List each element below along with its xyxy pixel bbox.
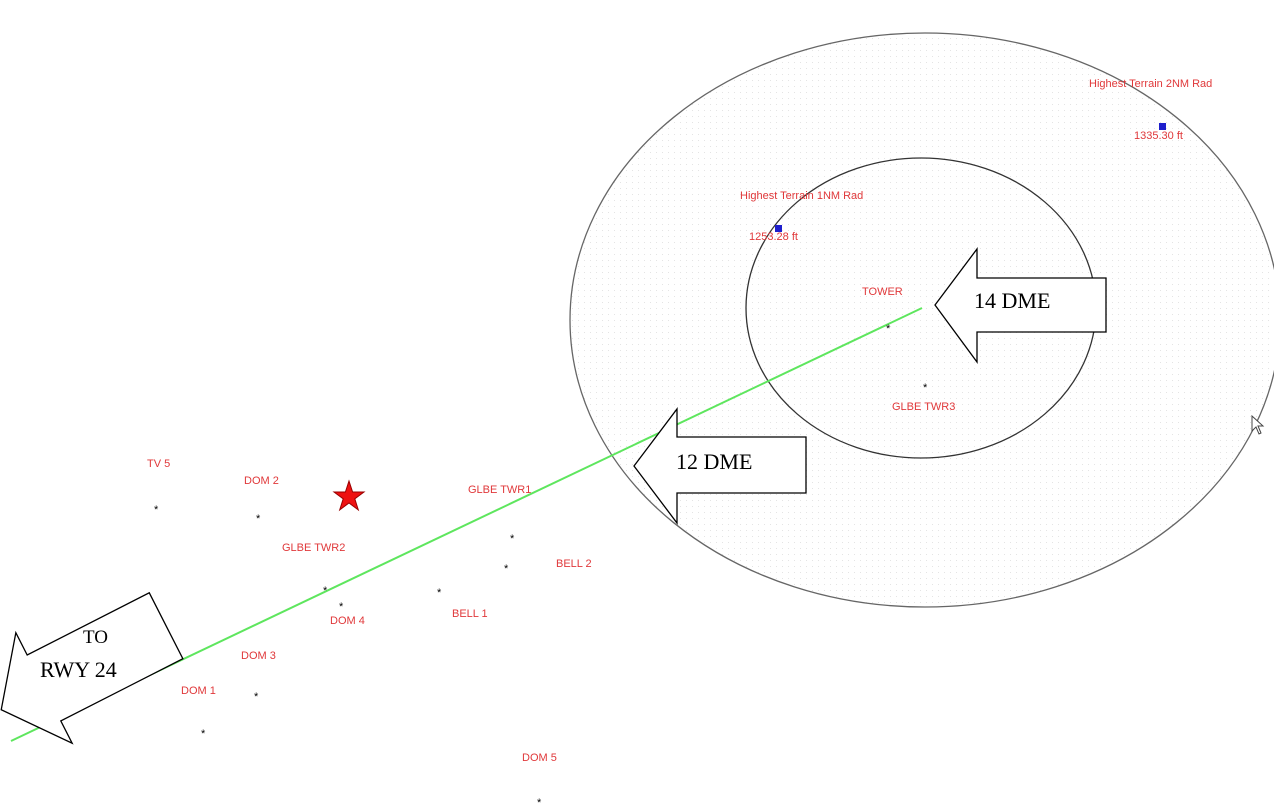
asterisk-obstacle-icon: *: [201, 728, 206, 740]
left-arrow-shape: [633, 407, 807, 525]
obstacle-tower: TOWER *: [862, 286, 903, 335]
square-terrain-icon: [1159, 123, 1166, 130]
obstacle-glbe-twr1: GLBE TWR1 *: [468, 484, 531, 545]
obstacle-label: TV 5: [147, 458, 170, 470]
dme12-callout: 12 DME: [633, 407, 807, 525]
asterisk-obstacle-icon: *: [504, 563, 509, 575]
obstacle-dom1: DOM 1 *: [181, 685, 216, 740]
obstacle-label: GLBE TWR3: [892, 401, 955, 413]
obstacle-glbe-twr2: GLBE TWR2 *: [282, 542, 345, 597]
square-terrain-icon: [775, 225, 782, 232]
obstacle-label: BELL 2: [556, 558, 592, 570]
asterisk-obstacle-icon: *: [510, 533, 515, 545]
obstacle-label: GLBE TWR1: [468, 484, 531, 496]
runway-callout-line1: TO: [83, 627, 108, 648]
left-arrow-shape: [934, 247, 1107, 364]
left-arrow-shape: [0, 591, 184, 745]
dme14-label: 14 DME: [974, 288, 1050, 313]
mouse-pointer-icon: [1251, 414, 1265, 435]
dme12-label: 12 DME: [676, 449, 752, 474]
obstacle-glbe-twr3: GLBE TWR3 *: [892, 382, 955, 413]
obstacle-dom5: DOM 5 *: [522, 752, 557, 809]
runway-callout-line2: RWY 24: [40, 657, 117, 682]
obstacle-label: BELL 1: [452, 608, 488, 620]
obstacle-tv5: TV 5 *: [147, 458, 170, 516]
terrain-outer: Highest Terrain 2NM Rad 1335.30 ft: [1089, 78, 1212, 142]
asterisk-obstacle-icon: *: [886, 323, 891, 335]
dme14-callout: 14 DME: [934, 247, 1107, 364]
asterisk-obstacle-icon: *: [154, 504, 159, 516]
asterisk-obstacle-icon: *: [254, 691, 259, 703]
asterisk-obstacle-icon: *: [323, 585, 328, 597]
obstacle-label: DOM 4: [330, 615, 365, 627]
obstacle-dom4: DOM 4 *: [330, 601, 365, 627]
runway-callout: [0, 591, 184, 745]
obstacle-dom3: DOM 3 *: [241, 650, 276, 703]
obstacle-bell1: BELL 1 *: [437, 587, 488, 620]
asterisk-obstacle-icon: *: [339, 601, 344, 613]
terrain-outer-title: Highest Terrain 2NM Rad: [1089, 78, 1212, 90]
obstacle-label: DOM 5: [522, 752, 557, 764]
star-icon: [332, 479, 366, 512]
asterisk-obstacle-icon: *: [923, 382, 928, 394]
terrain-outer-elevation: 1335.30 ft: [1134, 130, 1183, 142]
obstacle-label: DOM 3: [241, 650, 276, 662]
asterisk-obstacle-icon: *: [437, 587, 442, 599]
obstacle-label: DOM 2: [244, 475, 279, 487]
terrain-inner-elevation: 1253.28 ft: [749, 231, 798, 243]
obstacle-label: DOM 1: [181, 685, 216, 697]
terrain-inner-title: Highest Terrain 1NM Rad: [740, 190, 863, 202]
obstacle-label: GLBE TWR2: [282, 542, 345, 554]
obstacle-dom2: DOM 2 *: [244, 475, 279, 525]
asterisk-obstacle-icon: *: [537, 797, 542, 809]
obstacle-bell2: BELL 2 *: [504, 558, 592, 575]
terrain-inner: Highest Terrain 1NM Rad 1253.28 ft: [740, 190, 863, 243]
asterisk-obstacle-icon: *: [256, 513, 261, 525]
obstacle-label: TOWER: [862, 286, 903, 298]
